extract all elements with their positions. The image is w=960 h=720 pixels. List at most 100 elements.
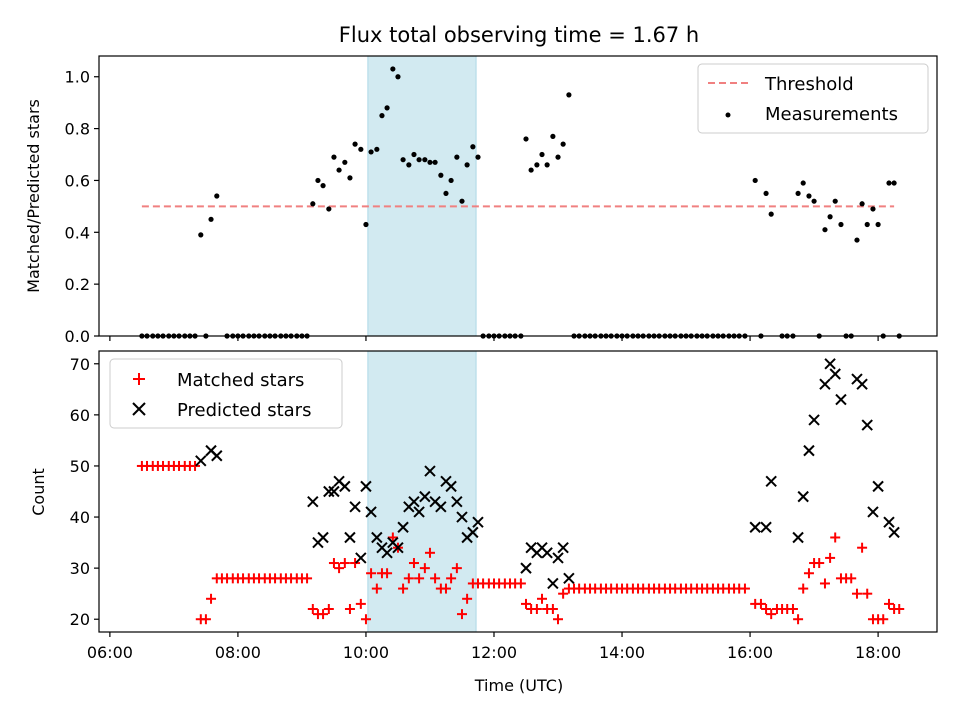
matched-star-point bbox=[515, 578, 526, 589]
bottom-legend: Matched stars Predicted stars bbox=[109, 358, 343, 429]
predicted-star-point bbox=[760, 521, 772, 533]
measurement-point bbox=[427, 159, 433, 165]
predicted-star-point bbox=[749, 521, 761, 533]
matched-star-point bbox=[825, 552, 836, 563]
measurement-point bbox=[752, 177, 758, 184]
matched-star-point bbox=[521, 598, 532, 609]
bottom-legend-box bbox=[109, 358, 343, 429]
matched-star-point bbox=[894, 604, 905, 615]
measurement-point bbox=[379, 113, 385, 119]
matched-star-point bbox=[350, 558, 361, 569]
predicted-star-point bbox=[792, 531, 804, 544]
measurement-point bbox=[315, 177, 321, 184]
measurement-point bbox=[875, 221, 881, 228]
measurement-point bbox=[827, 214, 833, 220]
top-panel: Flux total observing time = 1.67 h 0.00.… bbox=[24, 23, 938, 346]
measurement-point bbox=[438, 172, 444, 178]
predicted-star-point bbox=[883, 516, 895, 528]
matched-star-point bbox=[793, 614, 804, 625]
predicted-star-point bbox=[808, 414, 820, 426]
matched-star-point bbox=[761, 604, 772, 615]
measurement-point bbox=[448, 177, 454, 184]
predicted-star-point bbox=[765, 475, 777, 487]
measurement-point bbox=[358, 146, 364, 152]
measurement-point bbox=[822, 227, 828, 233]
measurement-point bbox=[416, 157, 422, 163]
top-y-tick-label: 0.8 bbox=[65, 120, 90, 139]
measurement-point bbox=[390, 66, 396, 72]
predicted-star-point bbox=[323, 485, 335, 498]
measurement-point bbox=[870, 206, 876, 212]
predicted-star-point bbox=[371, 531, 383, 544]
top-y-tick-label: 0.2 bbox=[65, 275, 90, 294]
predicted-star-point bbox=[413, 506, 425, 518]
bottom-y-tick-label: 60 bbox=[70, 406, 90, 425]
matched-legend-label: Matched stars bbox=[177, 370, 304, 391]
predicted-star-point bbox=[467, 526, 479, 539]
predicted-star-point bbox=[867, 506, 879, 518]
measurement-point bbox=[310, 201, 316, 207]
predicted-star-point bbox=[888, 526, 900, 539]
measurement-point bbox=[326, 206, 332, 212]
top-highlight-span bbox=[367, 55, 477, 337]
measurement-point bbox=[560, 141, 566, 147]
measurement-point bbox=[198, 232, 204, 238]
matched-star-point bbox=[371, 583, 382, 594]
top-y-axis-label: Matched/Predicted stars bbox=[24, 99, 43, 293]
measurement-point bbox=[806, 193, 812, 199]
measurement-point bbox=[795, 190, 801, 197]
predicted-star-point bbox=[824, 358, 836, 370]
measurement-point bbox=[214, 193, 220, 199]
matched-star-point bbox=[403, 573, 414, 584]
bottom-y-tick-label: 50 bbox=[70, 457, 90, 476]
matched-star-point bbox=[830, 532, 841, 543]
measurement-point bbox=[464, 162, 470, 168]
matched-star-point bbox=[419, 563, 430, 574]
predicted-star-point bbox=[424, 465, 436, 477]
measurement-point bbox=[475, 154, 481, 160]
matched-star-point bbox=[318, 609, 329, 620]
top-y-tick-label: 0.4 bbox=[65, 223, 90, 242]
predicted-star-point bbox=[328, 485, 340, 498]
predicted-stars-points bbox=[195, 358, 900, 590]
predicted-star-point bbox=[392, 541, 404, 554]
matched-star-point bbox=[206, 593, 217, 604]
predicted-legend-label: Predicted stars bbox=[177, 400, 311, 421]
predicted-star-point bbox=[472, 516, 484, 528]
predicted-star-point bbox=[803, 444, 815, 457]
bottom-y-tick-label: 70 bbox=[70, 355, 90, 374]
predicted-star-point bbox=[344, 531, 356, 544]
measurement-point bbox=[363, 221, 369, 228]
measurement-point bbox=[854, 237, 860, 243]
measurement-point bbox=[523, 136, 529, 142]
predicted-star-point bbox=[355, 552, 367, 564]
measurement-point bbox=[544, 162, 550, 168]
matched-star-point bbox=[360, 614, 371, 625]
measurement-point bbox=[566, 92, 572, 98]
predicted-star-point bbox=[360, 480, 372, 493]
predicted-star-point bbox=[829, 368, 841, 380]
bottom-highlight-span bbox=[367, 350, 477, 633]
matched-stars-points bbox=[136, 460, 905, 625]
predicted-star-point bbox=[456, 511, 468, 523]
matched-star-point bbox=[302, 573, 313, 584]
matched-star-point bbox=[355, 598, 366, 609]
measurement-point bbox=[555, 154, 561, 160]
predicted-star-point bbox=[195, 455, 207, 467]
predicted-legend-swatch bbox=[132, 402, 146, 416]
measurement-point bbox=[864, 221, 870, 228]
measurement-point bbox=[811, 198, 817, 204]
measurement-point bbox=[432, 159, 438, 165]
matched-star-point bbox=[553, 614, 564, 625]
predicted-star-point bbox=[445, 480, 457, 493]
predicted-star-point bbox=[563, 572, 575, 585]
measurement-point bbox=[352, 141, 358, 147]
matched-star-point bbox=[446, 573, 457, 584]
predicted-star-point bbox=[365, 506, 377, 518]
matched-star-point bbox=[414, 573, 425, 584]
predicted-star-point bbox=[339, 480, 351, 493]
bottom-y-tick-label: 20 bbox=[70, 610, 90, 629]
matched-star-point bbox=[803, 568, 814, 579]
measurement-point bbox=[768, 211, 774, 217]
matched-star-point bbox=[366, 568, 377, 579]
